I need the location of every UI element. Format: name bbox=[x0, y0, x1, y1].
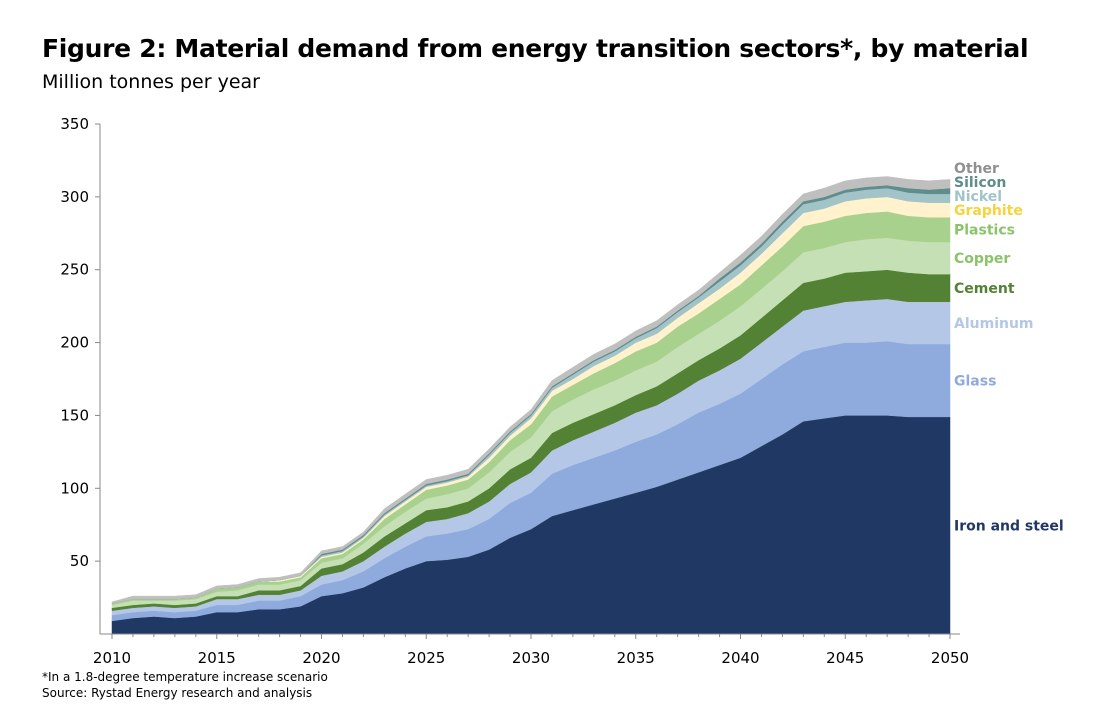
x-tick-label: 2020 bbox=[302, 649, 340, 667]
series-label-copper: Copper bbox=[954, 251, 1010, 267]
series-label-graphite: Graphite bbox=[954, 203, 1023, 219]
footnote: *In a 1.8-degree temperature increase sc… bbox=[42, 670, 328, 684]
series-label-iron-and-steel: Iron and steel bbox=[954, 518, 1064, 534]
y-tick-label: 300 bbox=[60, 188, 89, 206]
notes: *In a 1.8-degree temperature increase sc… bbox=[42, 669, 328, 701]
series-label-other: Other bbox=[954, 161, 999, 177]
axes: 50 100 150 200 250 300 350 2010 2015 2020 2025 2030… bbox=[60, 115, 969, 667]
chart-title: Figure 2: Material demand from energy tr… bbox=[42, 34, 1029, 63]
x-tick-label: 2045 bbox=[826, 649, 864, 667]
series-label-plastics: Plastics bbox=[954, 223, 1015, 239]
chart-subtitle: Million tonnes per year bbox=[42, 71, 260, 93]
series-label-silicon: Silicon bbox=[954, 175, 1006, 191]
source-note: Source: Rystad Energy research and analy… bbox=[42, 686, 313, 700]
series-label-cement: Cement bbox=[954, 281, 1015, 297]
y-tick-label: 200 bbox=[60, 334, 89, 352]
y-tick-label: 50 bbox=[70, 552, 89, 570]
series-label-nickel: Nickel bbox=[954, 189, 1002, 205]
x-tick-label: 2010 bbox=[93, 649, 131, 667]
x-tick-label: 2050 bbox=[931, 649, 969, 667]
x-tick-label: 2035 bbox=[617, 649, 655, 667]
x-tick-label: 2040 bbox=[721, 649, 759, 667]
y-tick-label: 150 bbox=[60, 406, 89, 424]
series-label-aluminum: Aluminum bbox=[954, 316, 1034, 332]
y-tick-label: 250 bbox=[60, 261, 89, 279]
area-other bbox=[111, 176, 951, 604]
x-tick-label: 2015 bbox=[198, 649, 236, 667]
series-label-glass: Glass bbox=[954, 373, 996, 389]
y-tick-label: 100 bbox=[60, 479, 89, 497]
x-tick-label: 2030 bbox=[512, 649, 550, 667]
area-layers bbox=[111, 176, 951, 635]
series-labels: Iron and steel Glass Aluminum Cement Copper P… bbox=[954, 161, 1064, 534]
y-tick-label: 350 bbox=[60, 115, 89, 133]
x-tick-label: 2025 bbox=[407, 649, 445, 667]
